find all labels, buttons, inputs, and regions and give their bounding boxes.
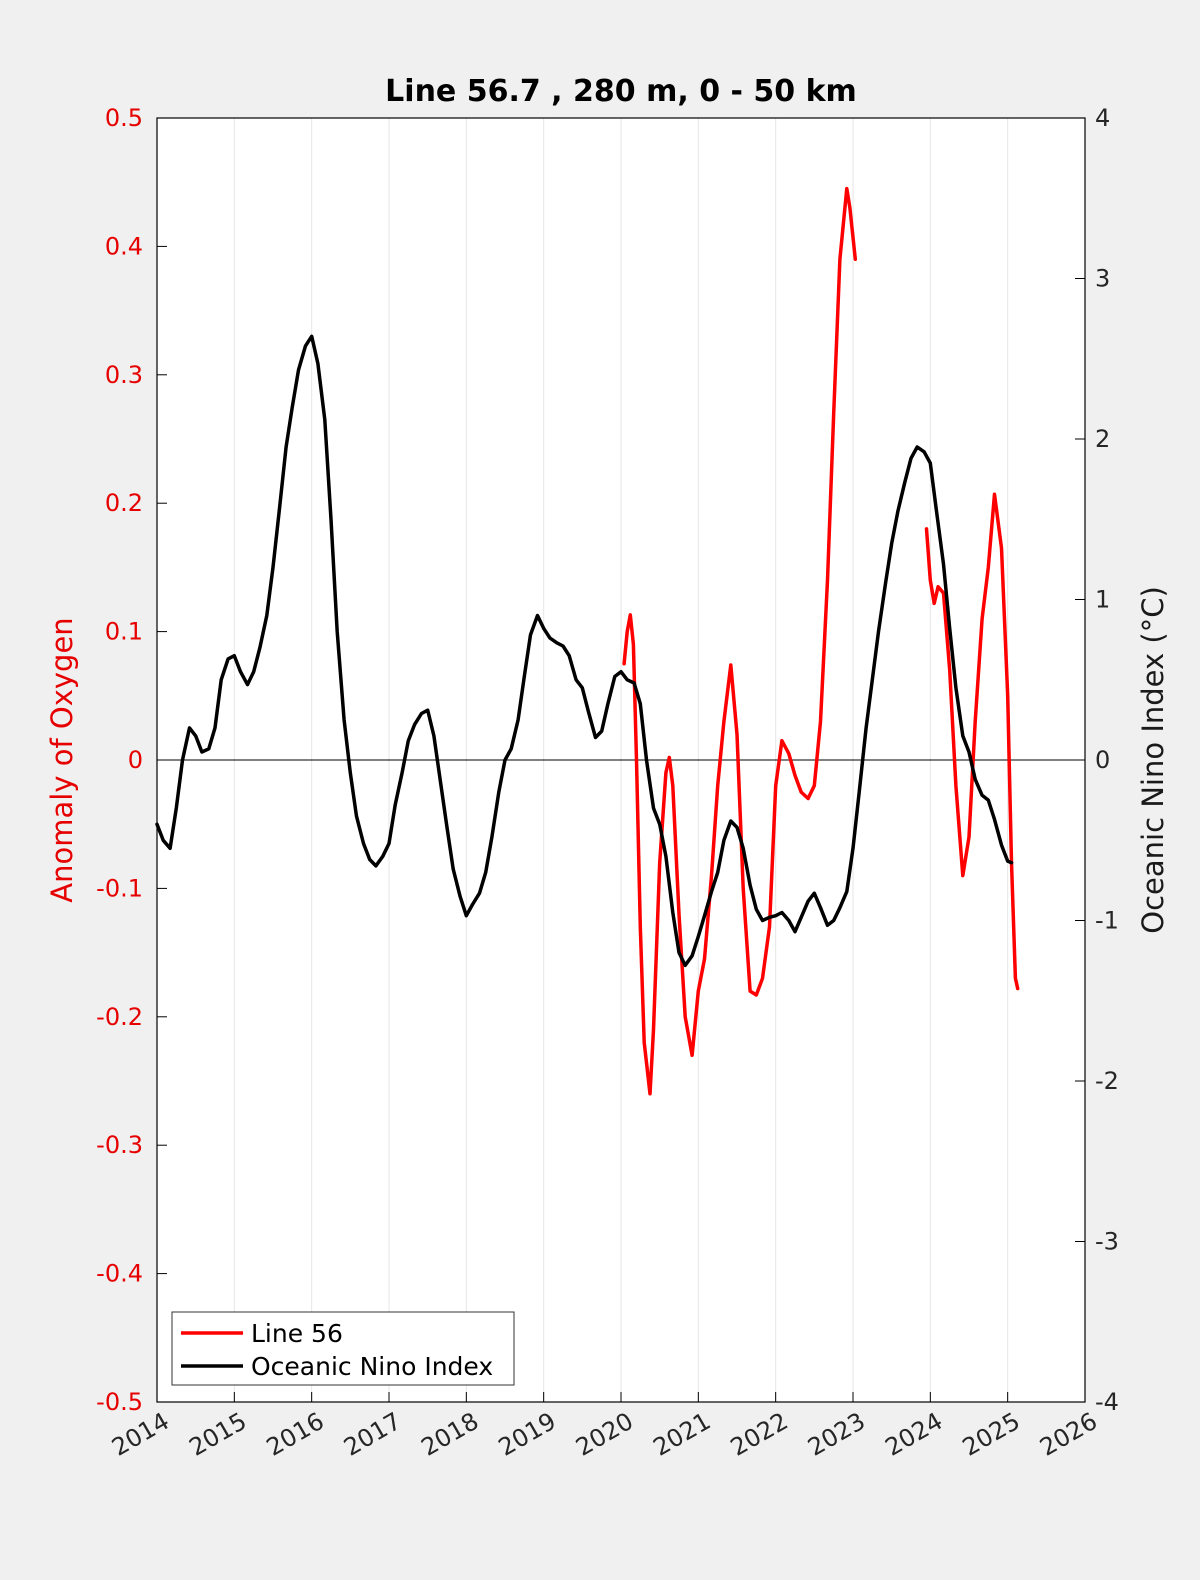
series-line56-line (622, 186, 858, 1096)
y-left-tick-label: 0.2 (105, 489, 143, 517)
y-left-tick-label: 0.5 (105, 104, 143, 132)
y-right-tick-label: 1 (1095, 586, 1110, 614)
y-right-tick-label: -2 (1095, 1067, 1119, 1095)
y-right-tick-label: 2 (1095, 425, 1110, 453)
y-axis-left-label: Anomaly of Oxygen (45, 617, 79, 902)
y-right-tick-label: 4 (1095, 104, 1110, 132)
y-right-tick-label: 0 (1095, 746, 1110, 774)
y-left-tick-label: -0.1 (96, 874, 143, 902)
chart-title: Line 56.7 , 280 m, 0 - 50 km (385, 74, 857, 109)
y-right-tick-label: 3 (1095, 265, 1110, 293)
y-left-tick-label: 0 (128, 746, 143, 774)
y-left-tick-label: -0.4 (96, 1260, 143, 1288)
y-right-tick-label: -4 (1095, 1388, 1119, 1416)
y-left-tick-label: -0.3 (96, 1131, 143, 1159)
y-left-tick-label: 0.3 (105, 361, 143, 389)
y-right-tick-label: -1 (1095, 907, 1119, 935)
y-left-tick-label: -0.5 (96, 1388, 143, 1416)
y-left-tick-label: -0.2 (96, 1003, 143, 1031)
y-left-tick-label: 0.1 (105, 618, 143, 646)
series-layer (155, 186, 1020, 1096)
legend: Line 56 Oceanic Nino Index (171, 1311, 515, 1386)
series-oni-line (155, 334, 1014, 968)
y-axis-right-label: Oceanic Nino Index (°C) (1136, 586, 1170, 934)
y-right-tick-label: -3 (1095, 1228, 1119, 1256)
y-left-tick-label: 0.4 (105, 232, 143, 260)
legend-label-oni: Oceanic Nino Index (251, 1352, 493, 1381)
legend-label-line56: Line 56 (251, 1319, 343, 1348)
series-line56-line (924, 492, 1020, 991)
legend-box (171, 1311, 515, 1386)
